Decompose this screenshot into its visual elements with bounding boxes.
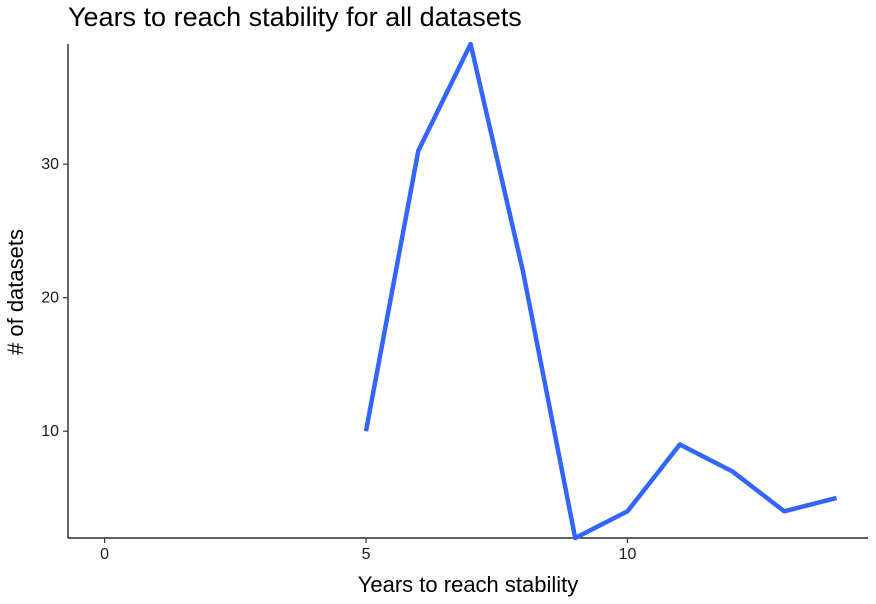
chart-title: Years to reach stability for all dataset… <box>68 2 522 32</box>
x-tick-label: 0 <box>100 546 109 563</box>
y-tick-label: 10 <box>41 423 59 440</box>
series-marks <box>363 41 838 541</box>
x-axis-label: Years to reach stability <box>357 572 579 597</box>
x-tick-label: 5 <box>362 546 371 563</box>
y-tick-label: 30 <box>41 156 59 173</box>
y-tick-label: 20 <box>41 290 59 307</box>
series-line <box>363 41 838 541</box>
axes: 0 5 10 10 20 30 <box>41 44 868 563</box>
x-tick-label: 10 <box>619 546 637 563</box>
